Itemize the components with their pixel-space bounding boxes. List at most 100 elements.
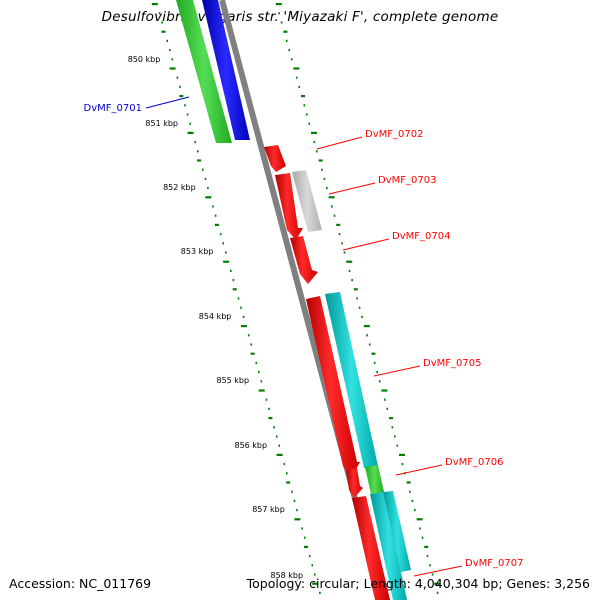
scale-tick [286,472,288,475]
scale-label: 851 kbp [145,119,178,128]
scale-tick [358,306,361,309]
scale-tick [421,536,424,539]
scale-tick [171,58,174,61]
scale-label: 852 kbp [163,183,196,192]
scale-tick [285,39,288,42]
gene-dvmf-0706-red[interactable] [346,468,363,498]
gene-dvmf-0704[interactable] [290,236,318,284]
gene-extra-cyan[interactable] [383,491,411,572]
scale-tick [371,352,376,355]
scale-tick [394,435,396,438]
scale-tick [304,545,308,548]
gene-dvmf-0705-red[interactable] [306,296,360,478]
genome-title: Desulfovibrio vulgaris str. 'Miyazaki F'… [101,9,499,25]
scale-tick [219,233,222,236]
gene-dvmf-0706-green[interactable] [365,465,384,494]
scale-tick [386,407,389,410]
scale-tick [378,380,381,383]
scale-tick [303,104,306,107]
gene-dvmf-0703-red[interactable] [275,173,303,240]
scale-label: 857 kbp [252,505,285,514]
scale-tick [396,444,399,447]
scale-tick [225,251,227,254]
gene-label[interactable]: DvMF_0704 [392,231,450,242]
gene-label[interactable]: DvMF_0707 [465,558,523,569]
scale-tick [389,417,393,420]
scale-tick [194,141,196,144]
scale-tick [273,426,275,429]
scale-tick [312,582,319,585]
gene-dvmf-0702[interactable] [264,145,286,172]
scale-tick [202,168,204,171]
scale-tick [265,398,268,401]
scale-tick [214,223,219,226]
gene-label[interactable]: DvMF_0706 [445,457,503,468]
scale-tick [283,463,286,466]
gene-label[interactable]: DvMF_0703 [378,175,436,186]
scale-tick [161,21,163,24]
scale-tick [331,205,333,208]
scale-tick [411,499,414,502]
scale-tick [166,39,168,42]
scale-label: 850 kbp [128,55,161,64]
scale-tick [348,269,351,272]
gene-dvmf-0707-cyan[interactable] [370,492,407,600]
gene-label[interactable]: DvMF_0702 [365,129,423,140]
scale-tick [328,196,335,199]
gene-label-leader [145,96,190,109]
scale-tick [346,260,353,263]
scale-tick [313,141,316,144]
scale-tick [278,444,280,447]
scale-tick [240,325,247,328]
scale-tick [399,453,405,456]
gene-label[interactable]: DvMF_0705 [423,358,481,369]
scale-tick [314,573,316,576]
gene-dvmf-0707-red[interactable] [352,496,390,600]
scale-tick [306,113,308,116]
scale-label: 855 kbp [216,376,249,385]
accession-text: Accession: NC_011769 [9,576,152,591]
scale-tick [197,150,199,153]
gene-dvmf-0701-left[interactable] [176,0,232,143]
scale-tick [301,95,305,98]
scale-tick [341,242,343,245]
scale-tick [356,297,358,300]
scale-tick [186,113,189,116]
scale-tick [250,352,255,355]
scale-tick [212,205,214,208]
scale-tick [311,131,317,134]
gene-label-leader [413,565,463,577]
scale-tick [205,196,212,199]
scale-tick [179,85,181,88]
scale-tick [294,518,301,521]
scale-tick [424,545,429,548]
scale-tick [204,177,207,180]
scale-tick [268,417,273,420]
scale-tick [286,481,291,484]
scale-tick [288,49,290,52]
scale-tick [268,407,270,410]
scale-tick [293,499,296,502]
scale-tick [169,67,176,70]
gene-label[interactable]: DvMF_0701 [84,103,142,114]
gene-label-leader [395,464,443,476]
scale-tick [232,279,235,282]
gene-dvmf-0703-gray[interactable] [292,170,322,232]
scale-tick [429,564,431,567]
gene-dvmf-0701-right[interactable] [202,0,250,140]
scale-tick [319,591,321,594]
scale-tick [419,527,421,530]
scale-tick [326,187,328,190]
scale-tick [222,242,224,245]
gene-dvmf-0705-cyan[interactable] [325,292,378,468]
scale-tick [197,159,202,162]
scale-labels: 850 kbp 851 kbp 852 kbp 853 kbp 854 kbp 855 k… [128,55,303,580]
scale-tick [308,555,311,558]
scale-tick [247,334,250,337]
scale-tick [242,315,245,318]
scale-tick [434,582,441,585]
scale-label: 853 kbp [181,247,214,256]
scale-tick [318,159,323,162]
scale-track-left [151,3,321,594]
scale-tick [293,67,300,70]
